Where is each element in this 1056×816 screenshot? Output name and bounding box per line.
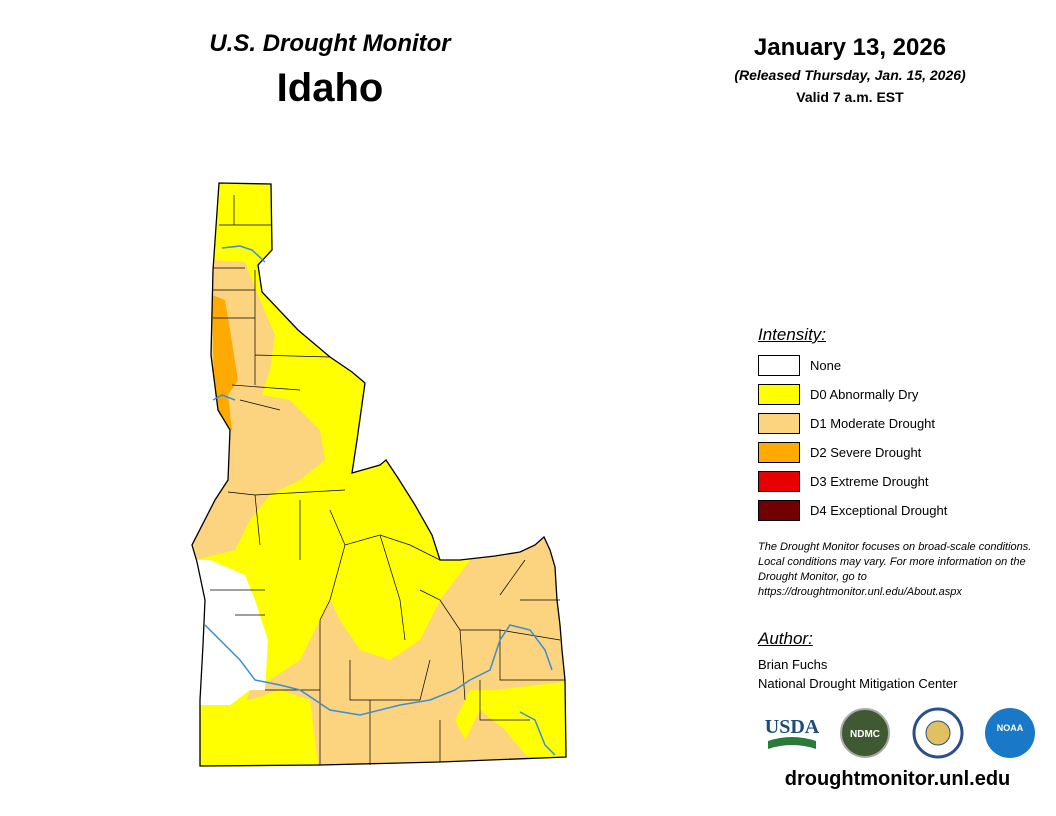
legend-label: None (810, 358, 842, 373)
note: The Drought Monitor focuses on broad-sca… (758, 541, 1032, 598)
map-title: Idaho (276, 66, 384, 110)
noaa-logo: NOAA (997, 723, 1024, 733)
ndmc-logo: NDMC (850, 729, 880, 740)
county-lines (210, 195, 565, 765)
author-name: Brian Fuchs (758, 657, 828, 672)
author-title: Author: (758, 629, 813, 648)
ndmc-seal (840, 708, 890, 758)
release-date: (Released Thursday, Jan. 15, 2026) (734, 67, 966, 83)
legend-title: Intensity: (758, 325, 827, 344)
rivers (204, 245, 556, 756)
noaa-seal (985, 708, 1035, 758)
legend-label: D0 Abnormally Dry (810, 387, 919, 402)
legend-swatch (758, 413, 800, 434)
legend-swatch (758, 384, 800, 405)
d0-area-southwest (240, 700, 268, 730)
drought-areas (192, 183, 566, 766)
legend-swatch (758, 442, 800, 463)
legend-swatch (758, 500, 800, 521)
map-date: January 13, 2026 (753, 34, 947, 61)
legend-swatch (758, 471, 800, 492)
usda-swoosh (768, 737, 816, 749)
footer-url: droughtmonitor.unl.edu (784, 768, 1011, 790)
legend-label: D3 Extreme Drought (810, 474, 929, 489)
legend-label: D1 Moderate Drought (810, 416, 936, 431)
legend-label: D4 Exceptional Drought (810, 503, 948, 518)
valid-time: Valid 7 a.m. EST (796, 89, 904, 105)
map-subtitle: U.S. Drought Monitor (209, 30, 451, 57)
usda-logo: USDA (765, 716, 820, 738)
author-org: National Drought Mitigation Center (758, 676, 958, 691)
legend-label: D2 Severe Drought (810, 445, 922, 460)
legend-swatch (758, 355, 800, 376)
logos: USDA NDMC NOAA (765, 707, 1035, 759)
commerce-seal-center (925, 720, 951, 746)
